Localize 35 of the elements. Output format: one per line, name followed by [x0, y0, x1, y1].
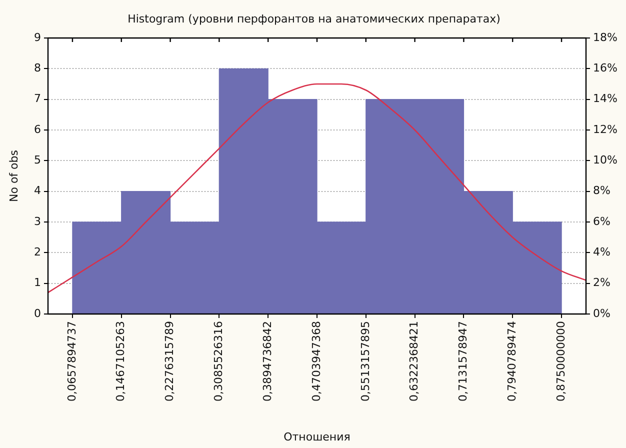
y-tick-label: 0 [34, 306, 41, 320]
y-axis-title: No of obs [7, 150, 20, 202]
x-tick-label: 0,8750000000 [554, 321, 568, 402]
x-tick-label: 0,6322368421 [408, 321, 421, 402]
x-tick-label: 0,2276315789 [163, 321, 176, 402]
y2-tick-label: 4% [593, 246, 610, 259]
y2-tick-label: 12% [593, 122, 618, 136]
x-tick-label: 0,1467105263 [114, 321, 128, 402]
y2-tick-label: 18% [593, 30, 618, 44]
y2-tick-label: 6% [593, 214, 610, 228]
x-tick-label: 0,3085526316 [212, 321, 226, 402]
y2-tick-label: 2% [593, 276, 610, 290]
y-tick-label: 6 [34, 122, 41, 136]
x-tick-label: 0,7940789474 [505, 321, 518, 402]
y2-tick-label: 8% [593, 184, 610, 198]
x-tick-label: 0,5513157895 [358, 321, 372, 402]
x-tick-label: 0,3894736842 [260, 321, 274, 402]
y2-tick-label: 0% [593, 306, 610, 320]
x-tick-label: 0,4703947368 [310, 321, 323, 402]
x-tick-label: 0,7131578947 [456, 321, 470, 402]
y-tick-label: 2 [34, 246, 41, 259]
y2-tick-label: 10% [593, 154, 618, 167]
y-tick-label: 8 [34, 62, 41, 75]
x-tick-label: 0,0657894737 [65, 321, 78, 402]
y-tick-label: 3 [34, 214, 41, 228]
y2-tick-label: 14% [593, 92, 618, 106]
x-axis-title: Отношения [284, 430, 350, 444]
y-tick-label: 9 [34, 30, 41, 44]
y-tick-label: 1 [34, 276, 41, 290]
y-tick-label: 5 [34, 154, 41, 167]
line-series [48, 83, 586, 294]
chart-title: Histogram (уровни перфорантов на анатомических препаратах) [128, 12, 500, 26]
y-tick-label: 4 [34, 184, 41, 198]
y2-tick-label: 16% [593, 62, 618, 75]
y-tick-label: 7 [34, 92, 41, 106]
